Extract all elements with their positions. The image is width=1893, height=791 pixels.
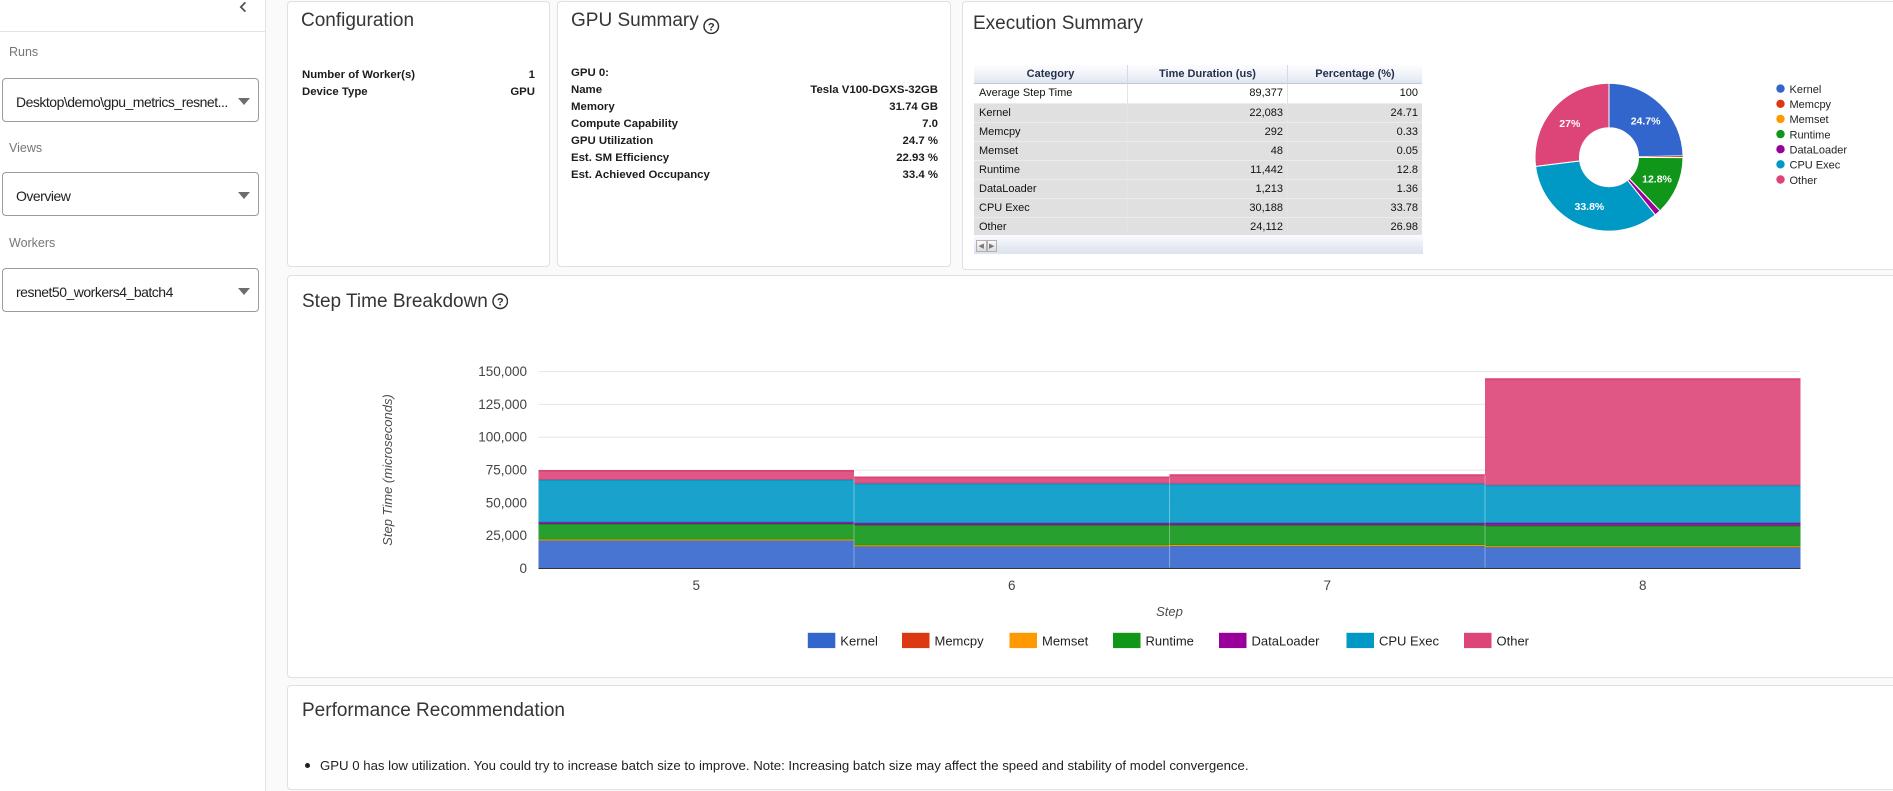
svg-text:100,000: 100,000: [478, 430, 527, 445]
svg-text:Other: Other: [1497, 633, 1530, 648]
svg-text:DataLoader: DataLoader: [1252, 633, 1321, 648]
svg-text:CPU Exec: CPU Exec: [1790, 160, 1841, 172]
svg-text:75,000: 75,000: [486, 463, 527, 478]
svg-text:Memset: Memset: [1042, 633, 1089, 648]
svg-text:8: 8: [1639, 578, 1647, 593]
svg-text:6: 6: [1008, 578, 1016, 593]
svg-text:?: ?: [708, 21, 715, 33]
svg-text:Runtime: Runtime: [1146, 633, 1194, 648]
svg-text:DataLoader: DataLoader: [1790, 145, 1848, 157]
svg-text:5: 5: [692, 578, 700, 593]
svg-text:CPU Exec: CPU Exec: [1379, 633, 1439, 648]
svg-text:24.7%: 24.7%: [1631, 115, 1661, 127]
svg-text:Step Time (microseconds): Step Time (microseconds): [380, 394, 395, 546]
svg-text:Other: Other: [1790, 175, 1818, 187]
svg-text:Kernel: Kernel: [840, 633, 878, 648]
svg-text:150,000: 150,000: [478, 364, 527, 379]
svg-text:Memcpy: Memcpy: [935, 633, 985, 648]
svg-text:12.8%: 12.8%: [1642, 173, 1672, 185]
svg-text:0: 0: [519, 561, 527, 576]
svg-text:33.8%: 33.8%: [1575, 201, 1605, 213]
svg-text:27%: 27%: [1559, 118, 1581, 130]
svg-text:50,000: 50,000: [486, 495, 527, 510]
svg-text:Step: Step: [1156, 604, 1183, 619]
svg-text:Runtime: Runtime: [1790, 129, 1831, 141]
svg-text:Memset: Memset: [1790, 114, 1829, 126]
svg-text:7: 7: [1323, 578, 1331, 593]
svg-text:125,000: 125,000: [478, 397, 527, 412]
svg-text:Kernel: Kernel: [1790, 84, 1822, 96]
svg-text:25,000: 25,000: [486, 528, 527, 543]
svg-text:Memcpy: Memcpy: [1790, 99, 1832, 111]
svg-text:?: ?: [497, 296, 504, 308]
